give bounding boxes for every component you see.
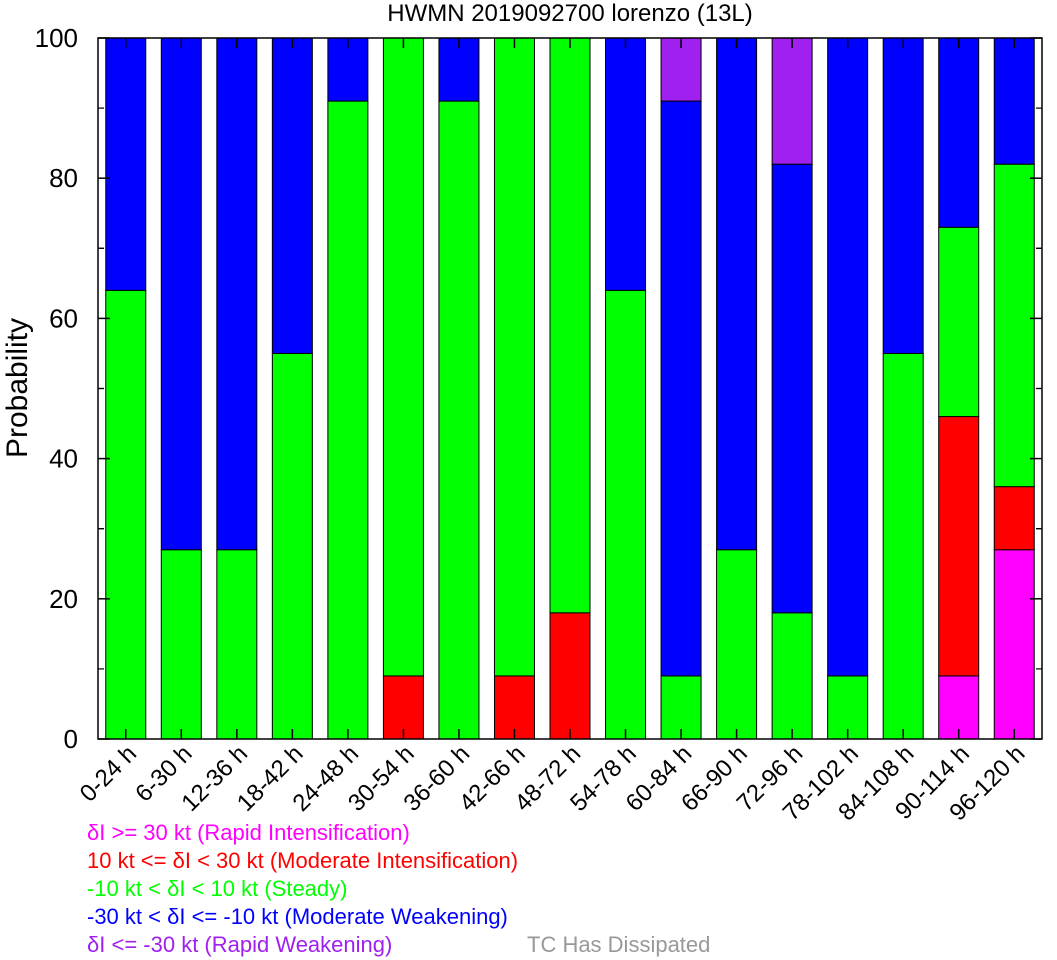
bar-segment-13-series-3 (827, 37, 869, 677)
bar-segment-10-series-3 (660, 100, 702, 677)
bar-segment-2-series-3 (216, 37, 258, 551)
bar-segment-6-series-2 (438, 100, 480, 740)
bar-segment-16-series-3 (993, 37, 1035, 165)
legend-entry-3: -30 kt < δI <= -10 kt (Moderate Weakenin… (87, 904, 508, 929)
bar-segment-8-series-1 (549, 612, 591, 740)
bar-segment-1-series-3 (160, 37, 202, 551)
chart-title: HWMN 2019092700 lorenzo (13L) (387, 0, 753, 27)
bar-segment-4-series-2 (327, 100, 369, 740)
bars-layer (105, 37, 1035, 740)
bar-segment-9-series-3 (605, 37, 647, 291)
bar-segment-4-series-3 (327, 37, 369, 102)
y-tick-label: 0 (64, 724, 78, 754)
bar-segment-9-series-2 (605, 289, 647, 740)
legend-entry-1: 10 kt <= δI < 30 kt (Moderate Intensific… (87, 848, 519, 873)
bar-segment-7-series-1 (493, 675, 535, 740)
x-tick-label: 0-24 h (75, 740, 142, 807)
bar-segment-10-series-4 (660, 37, 702, 102)
x-tick-labels: 0-24 h6-30 h12-36 h18-42 h24-48 h30-54 h… (75, 740, 1031, 826)
bar-segment-11-series-3 (716, 37, 758, 551)
bar-segment-12-series-4 (771, 37, 813, 165)
bar-segment-15-series-2 (938, 226, 980, 418)
bar-segment-2-series-2 (216, 549, 258, 740)
bar-segment-12-series-2 (771, 612, 813, 740)
legend-entry-0: δI >= 30 kt (Rapid Intensification) (87, 820, 410, 845)
axes-layer (97, 37, 1043, 740)
bar-segment-5-series-2 (382, 37, 424, 677)
bar-segment-1-series-2 (160, 549, 202, 740)
bar-segment-7-series-2 (493, 37, 535, 677)
bar-segment-16-series-0 (993, 549, 1035, 740)
bar-segment-3-series-3 (271, 37, 313, 354)
bar-segment-16-series-2 (993, 163, 1035, 488)
y-tick-label: 60 (49, 303, 78, 333)
bar-segment-0-series-2 (105, 289, 147, 740)
bar-segment-15-series-1 (938, 416, 980, 677)
y-axis-label: Probability (1, 318, 34, 458)
y-tick-label: 40 (49, 444, 78, 474)
bar-segment-5-series-1 (382, 675, 424, 740)
bar-segment-12-series-3 (771, 163, 813, 614)
y-tick-label: 80 (49, 163, 78, 193)
legend-entry-4: δI <= -30 kt (Rapid Weakening) (87, 932, 393, 957)
y-tick-label: 100 (35, 23, 78, 53)
bar-segment-11-series-2 (716, 549, 758, 740)
bar-segment-15-series-3 (938, 37, 980, 228)
y-tick-label: 20 (49, 584, 78, 614)
bar-segment-16-series-1 (993, 486, 1035, 551)
bar-segment-0-series-3 (105, 37, 147, 291)
bar-segment-14-series-2 (882, 352, 924, 740)
bar-segment-14-series-3 (882, 37, 924, 354)
legend-entry-5: TC Has Dissipated (527, 932, 711, 957)
legend-entry-2: -10 kt < δI < 10 kt (Steady) (87, 876, 348, 901)
y-tick-labels: 0 20 40 60 80 100 (35, 23, 78, 754)
bar-segment-15-series-0 (938, 675, 980, 740)
bar-segment-8-series-2 (549, 37, 591, 614)
bar-segment-3-series-2 (271, 352, 313, 740)
